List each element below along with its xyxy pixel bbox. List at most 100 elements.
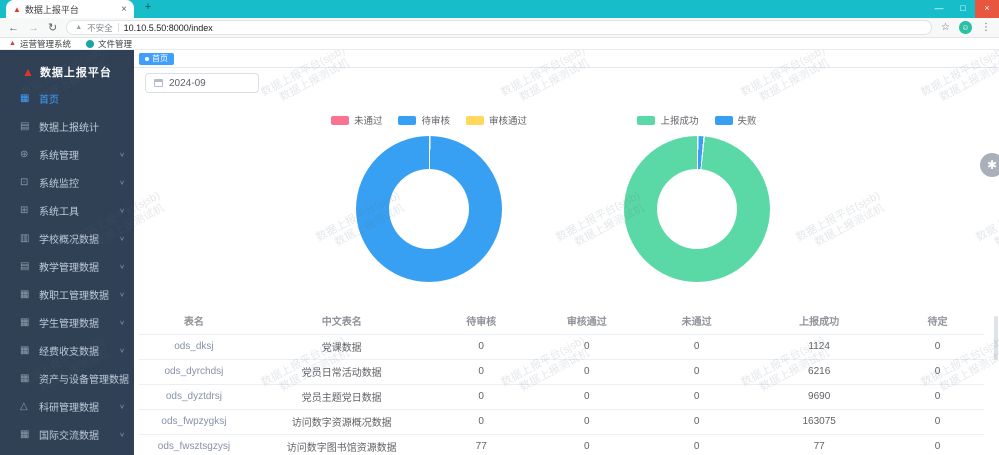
report-table: 表名 中文表名 待审核 审核通过 未通过 上报成功 待定 ods_dksj 党课数据 0 0 0 11…: [139, 308, 984, 455]
table-cell: 9690: [747, 383, 891, 409]
legend-item[interactable]: 失败: [714, 113, 757, 127]
legend-label: 失败: [737, 116, 757, 127]
donut-ring: [356, 136, 502, 282]
assets-data-icon: ▦: [20, 372, 30, 384]
profile-avatar[interactable]: ☺: [959, 21, 972, 34]
window-close-button[interactable]: ×: [975, 0, 999, 18]
chart-legend: 上报成功 失败: [552, 113, 842, 127]
table-row: ods_dyztdrsj 党员主题党日数据 0 0 0 9690 0: [139, 383, 984, 409]
browser-menu-icon[interactable]: ⋮: [981, 22, 991, 33]
legend-label: 上报成功: [660, 116, 699, 127]
app-logo-icon: ▲: [22, 65, 34, 79]
legend-item[interactable]: 审核通过: [466, 113, 527, 127]
legend-swatch: [466, 115, 484, 125]
sidebar-item-2[interactable]: ⊛ 系统管理 ∨: [0, 140, 134, 168]
report-table-wrap: 表名 中文表名 待审核 审核通过 未通过 上报成功 待定 ods_dksj 党课数据 0 0 0 11…: [139, 308, 984, 455]
table-cell: 0: [891, 383, 984, 409]
sidebar-item-9[interactable]: ▦ 经费收支数据 ∨: [0, 336, 134, 364]
col-header: 中文表名: [321, 317, 362, 329]
chevron-down-icon: ∨: [119, 262, 125, 270]
tab-close-icon[interactable]: ×: [121, 3, 127, 15]
table-cell: 党员日常活动数据: [248, 358, 435, 384]
url-text[interactable]: 10.10.5.50:8000/index: [123, 22, 213, 33]
sidebar-item-0[interactable]: ▦ 首页: [0, 84, 134, 112]
sidebar-item-label: 资产与设备管理数据: [39, 374, 129, 386]
bookmark-item-1[interactable]: ▲ 运营管理系统: [9, 38, 71, 50]
sidebar-item-10[interactable]: ▦ 资产与设备管理数据 ∨: [0, 364, 134, 392]
table-name-cell: ods_dyztdrsj: [139, 383, 249, 409]
sidebar-item-label: 首页: [39, 94, 59, 106]
table-cell: 77: [747, 433, 891, 455]
theme-settings-button[interactable]: ✱: [980, 153, 999, 177]
legend-item[interactable]: 上报成功: [637, 113, 699, 127]
home-grid-icon: ▦: [20, 92, 30, 104]
app-logo-title: 数据上报平台: [39, 67, 112, 79]
new-tab-button[interactable]: +: [144, 1, 152, 13]
system-settings-icon: ⊛: [20, 148, 29, 160]
table-cell: 0: [434, 358, 528, 384]
tab-home-chip[interactable]: 首页: [139, 52, 174, 65]
window-maximize-button[interactable]: □: [960, 3, 966, 13]
table-cell: 0: [891, 408, 984, 434]
legend-item[interactable]: 未通过: [330, 113, 383, 127]
chevron-down-icon: ∨: [119, 150, 125, 158]
app-root: ▲ 数据上报平台 ▦ 首页 ▤ 数据上报统计 ⊛ 系统管理 ∨ ⊡ 系统监控 ∨ ⊞ 系统工具 ∨ ▥ 学校…: [0, 50, 999, 455]
forward-icon[interactable]: →: [28, 21, 39, 34]
legend-item[interactable]: 待审核: [398, 113, 450, 127]
table-cell: 0: [434, 408, 528, 434]
sidebar-item-1[interactable]: ▤ 数据上报统计: [0, 112, 134, 140]
col-header: 待定: [927, 317, 948, 329]
sidebar-item-12[interactable]: ▦ 国际交流数据 ∨: [0, 420, 134, 448]
sidebar-item-label: 国际交流数据: [39, 430, 99, 442]
sidebar-item-4[interactable]: ⊞ 系统工具 ∨: [0, 196, 134, 224]
active-tag-label: 首页: [152, 54, 168, 63]
sidebar-item-11[interactable]: △ 科研管理数据 ∨: [0, 392, 134, 420]
sidebar-item-6[interactable]: ▤ 教学管理数据 ∨: [0, 252, 134, 280]
not-secure-label[interactable]: 不安全: [87, 22, 113, 33]
back-icon[interactable]: ←: [8, 21, 19, 34]
table-row: ods_fwsztsgzysj 访问数字图书馆资源数据 77 0 0 77 0: [139, 433, 984, 455]
table-cell: 0: [891, 433, 984, 455]
legend-label: 待审核: [421, 116, 450, 127]
teaching-data-icon: ▤: [20, 260, 30, 272]
table-cell: 0: [645, 383, 748, 409]
legend-label: 未通过: [353, 116, 383, 127]
table-row: ods_dyrchdsj 党员日常活动数据 0 0 0 6216 0: [139, 358, 984, 384]
col-header: 待审核: [466, 317, 497, 329]
tab-title: 数据上报平台: [24, 4, 79, 15]
table-cell: 0: [434, 333, 528, 359]
table-cell: 163075: [747, 408, 891, 434]
staff-data-icon: ▦: [20, 288, 30, 300]
table-cell: 0: [527, 383, 646, 409]
research-data-icon: △: [20, 400, 28, 412]
table-cell: 访问数字资源概况数据: [248, 408, 435, 434]
month-picker[interactable]: [145, 73, 259, 93]
month-picker-input[interactable]: [169, 77, 239, 89]
sidebar-item-label: 经费收支数据: [39, 346, 99, 358]
bookmark-star-icon[interactable]: ☆: [941, 22, 950, 33]
bookmark-favicon-icon: ▲: [9, 40, 16, 47]
window-minimize-button[interactable]: —: [934, 3, 944, 13]
sidebar-item-7[interactable]: ▦ 教职工管理数据 ∨: [0, 280, 134, 308]
table-cell: 0: [891, 358, 984, 384]
sidebar-item-3[interactable]: ⊡ 系统监控 ∨: [0, 168, 134, 196]
reload-icon[interactable]: ↻: [48, 22, 58, 34]
col-header: 上报成功: [799, 317, 840, 329]
sidebar-item-8[interactable]: ▦ 学生管理数据 ∨: [0, 308, 134, 336]
chevron-down-icon: ∨: [119, 430, 125, 438]
bookmarks-bar: ▲ 运营管理系统 文件管理: [0, 38, 999, 50]
international-data-icon: ▦: [20, 428, 30, 440]
scrollbar-thumb[interactable]: [994, 316, 998, 360]
table-cell: 0: [434, 383, 528, 409]
address-bar[interactable]: ▲ 不安全 10.10.5.50:8000/index: [66, 20, 933, 35]
finance-data-icon: ▦: [20, 344, 30, 356]
browser-toolbar: ← → ↻ ▲ 不安全 10.10.5.50:8000/index ☆ ☺ ⋮: [0, 18, 999, 38]
bookmark-item-2[interactable]: 文件管理: [85, 38, 132, 50]
table-name-cell: ods_dyrchdsj: [139, 358, 249, 384]
school-data-icon: ▥: [20, 232, 30, 244]
report-stats-icon: ▤: [20, 120, 30, 132]
sidebar-item-5[interactable]: ▥ 学校概况数据 ∨: [0, 224, 134, 252]
table-row: ods_fwpzygksj 访问数字资源概况数据 0 0 0 163075 0: [139, 408, 984, 434]
browser-tab[interactable]: ▲ 数据上报平台 ×: [6, 0, 134, 18]
table-cell: 党员主题党日数据: [248, 383, 435, 409]
